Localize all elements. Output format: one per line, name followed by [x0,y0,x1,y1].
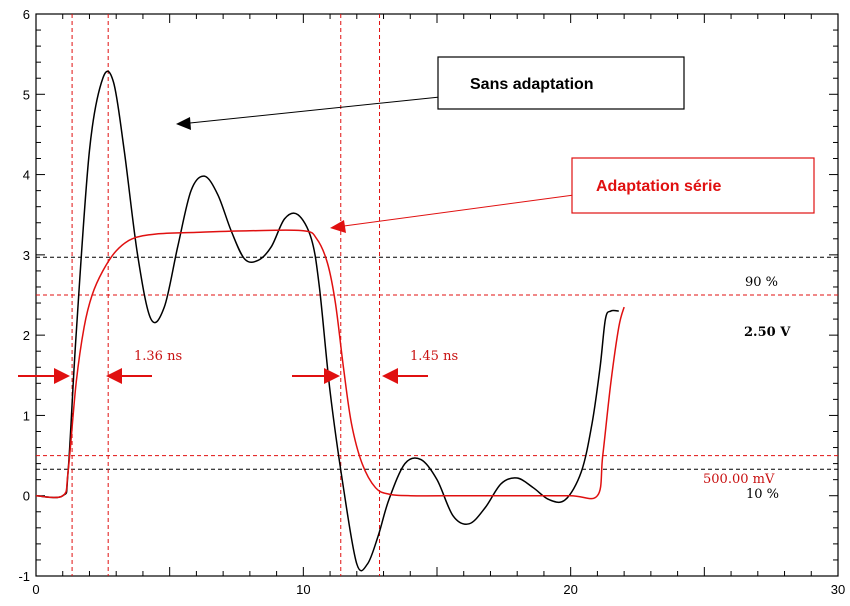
reference-lines [36,256,838,470]
y-tick-label: 1 [23,408,30,423]
legend-sans-adaptation: Sans adaptation [176,56,685,130]
series-lines [35,70,625,572]
x-tick-label: 0 [32,582,39,597]
legend-sans-label: Sans adaptation [470,76,594,93]
y-tick-label: 6 [23,7,30,22]
label-90-percent: 90 % [745,275,778,290]
axis-ticks [35,13,839,577]
series-sans-adaptation-line [35,70,619,572]
y-tick-label: 2 [23,328,30,343]
y-tick-label: -1 [18,569,30,584]
label-rise-time: 1.36 ns [134,349,182,364]
rise-time-arrows [18,368,152,384]
label-fall-time: 1.45 ns [410,349,458,364]
x-tick-label: 30 [831,582,845,597]
label-10-percent: 10 % [746,487,779,502]
y-tick-label: 5 [23,87,30,102]
legend-adaptation-serie: Adaptation série [330,157,815,233]
label-2-50-v: 2.50 V [744,325,791,340]
legend-serie-label: Adaptation série [596,178,721,195]
y-tick-label: 3 [23,248,30,263]
fall-time-arrows [292,368,428,384]
series-adaptation-serie-line [35,229,625,500]
x-tick-label: 20 [563,582,577,597]
x-tick-label: 10 [296,582,310,597]
y-tick-label: 4 [23,168,30,183]
y-tick-label: 0 [23,489,30,504]
label-500-mv: 500.00 mV [703,472,775,487]
